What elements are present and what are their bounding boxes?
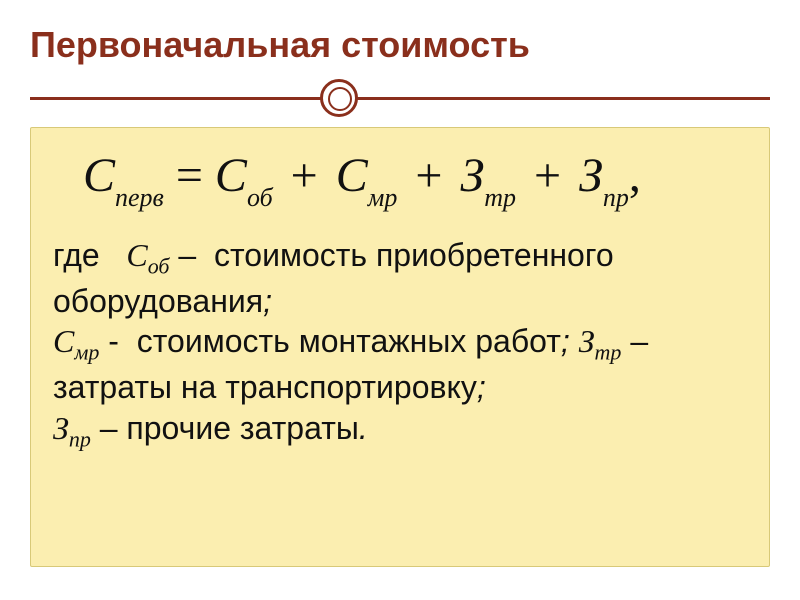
- formula-term0-var: С: [215, 149, 247, 202]
- formula-term3-var: З: [579, 149, 603, 202]
- def3-sep: –: [100, 410, 118, 446]
- plus-sign: +: [409, 149, 448, 202]
- def1-term: ;: [561, 323, 570, 359]
- slide-title: Первоначальная стоимость: [30, 24, 770, 65]
- def1-var: С: [53, 323, 74, 359]
- formula: Сперв = Соб + Смр + Зтр + Зпр,: [83, 152, 747, 207]
- def1-sub: мр: [74, 340, 99, 365]
- plus-sign: +: [528, 149, 567, 202]
- def0-sub: об: [148, 253, 170, 278]
- formula-term2-sub: тр: [484, 183, 516, 212]
- def3-var: З: [53, 410, 69, 446]
- def1-text: стоимость монтажных работ: [137, 323, 561, 359]
- formula-term2-var: З: [460, 149, 484, 202]
- definitions: где Соб – стоимость приобретенного обору…: [53, 235, 747, 454]
- title-rule: [30, 79, 770, 119]
- plus-sign: +: [285, 149, 324, 202]
- def1-sep: -: [108, 323, 119, 359]
- formula-trailing: ,: [629, 149, 641, 202]
- formula-lhs-sub: перв: [115, 183, 164, 212]
- horizontal-rule: [30, 97, 770, 100]
- slide: Первоначальная стоимость Сперв = Соб + С…: [0, 0, 800, 600]
- def2-term: ;: [477, 369, 486, 405]
- def3-sub: пр: [69, 426, 91, 451]
- def0-term: ;: [263, 283, 272, 319]
- def2-text: затраты на транспортировку: [53, 369, 477, 405]
- equals-sign: =: [176, 149, 203, 202]
- formula-term3-sub: пр: [603, 183, 629, 212]
- formula-term1-sub: мр: [368, 183, 398, 212]
- ring-inner-icon: [328, 87, 352, 111]
- def0-sep: –: [178, 237, 196, 273]
- ring-ornament-icon: [320, 79, 358, 117]
- formula-term1-var: С: [336, 149, 368, 202]
- def0-var: С: [126, 237, 147, 273]
- formula-term0-sub: об: [247, 183, 273, 212]
- def2-sep: –: [630, 323, 648, 359]
- def2-var: З: [579, 323, 595, 359]
- defs-lead: где: [53, 237, 100, 273]
- def3-term: .: [359, 410, 368, 446]
- def2-sub: тр: [595, 340, 622, 365]
- formula-lhs-var: С: [83, 149, 115, 202]
- def3-text: прочие затраты: [126, 410, 358, 446]
- content-panel: Сперв = Соб + Смр + Зтр + Зпр, где Соб –…: [30, 127, 770, 567]
